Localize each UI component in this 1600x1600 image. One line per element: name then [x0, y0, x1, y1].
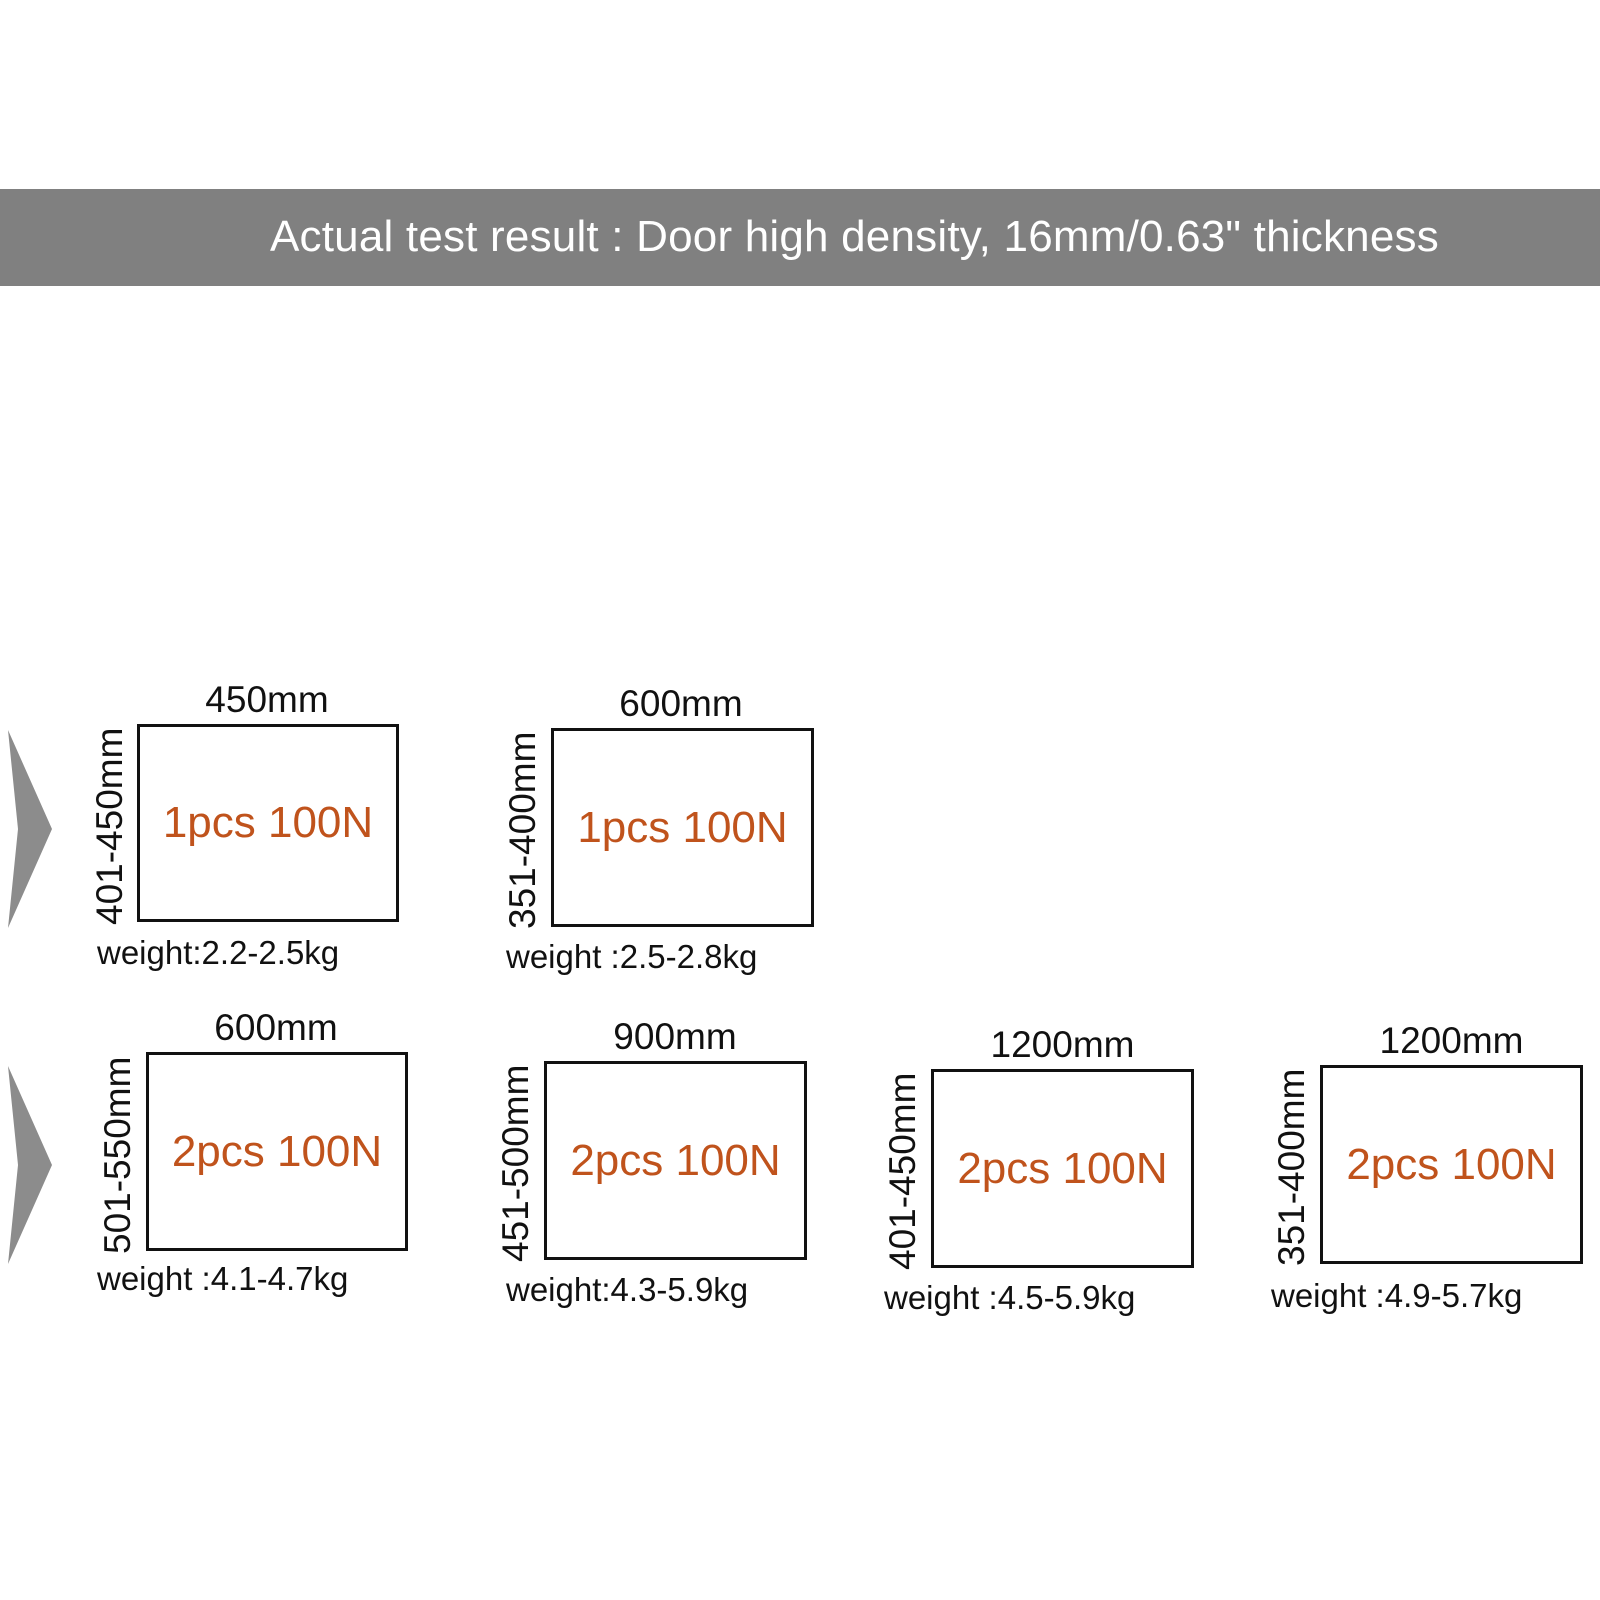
hinge-spec-label: 2pcs 100N	[1346, 1139, 1557, 1189]
door-outline: 2pcs 100N	[1320, 1065, 1583, 1264]
door-outline: 2pcs 100N	[544, 1061, 807, 1260]
panel-height-label: 401-450mm	[89, 727, 130, 925]
hinge-spec-label: 2pcs 100N	[957, 1143, 1168, 1193]
panel-width-label: 600mm	[214, 1007, 338, 1048]
panel-height-label: 401-450mm	[882, 1072, 923, 1270]
chevron-right-icon	[8, 730, 52, 928]
panel-weight-label: weight :4.9-5.7kg	[1271, 1277, 1523, 1314]
panel-width-label: 900mm	[613, 1016, 737, 1057]
panel-width-label: 1200mm	[1379, 1020, 1524, 1061]
panel-weight-label: weight:4.3-5.9kg	[506, 1271, 749, 1308]
panel-weight-label: weight :2.5-2.8kg	[506, 938, 758, 975]
panel-weight-label: weight:2.2-2.5kg	[97, 934, 340, 971]
hinge-spec-label: 2pcs 100N	[570, 1135, 781, 1185]
panel-weight-label: weight :4.5-5.9kg	[884, 1279, 1136, 1316]
hinge-spec-label: 1pcs 100N	[162, 798, 374, 847]
chevron-right-icon	[8, 1066, 52, 1264]
panel-width-label: 1200mm	[990, 1024, 1135, 1065]
title-banner	[0, 189, 1600, 286]
banner-title: Actual test result : Door high density, …	[270, 212, 1439, 261]
panel-weight-label: weight :4.1-4.7kg	[97, 1260, 349, 1297]
door-outline: 2pcs 100N	[931, 1069, 1194, 1268]
hinge-spec-label: 1pcs 100N	[577, 802, 788, 852]
panel-width-label: 450mm	[205, 679, 329, 720]
door-outline: 1pcs 100N	[137, 724, 399, 922]
hinge-spec-label: 2pcs 100N	[171, 1126, 383, 1176]
door-outline: 1pcs 100N	[551, 728, 814, 927]
panel-height-label: 501-550mm	[97, 1056, 138, 1254]
panel-height-label: 351-400mm	[1271, 1068, 1312, 1266]
door-outline: 2pcs 100N	[146, 1052, 408, 1251]
panel-height-label: 351-400mm	[502, 731, 543, 929]
panel-width-label: 600mm	[619, 683, 743, 724]
panel-height-label: 451-500mm	[495, 1064, 536, 1262]
